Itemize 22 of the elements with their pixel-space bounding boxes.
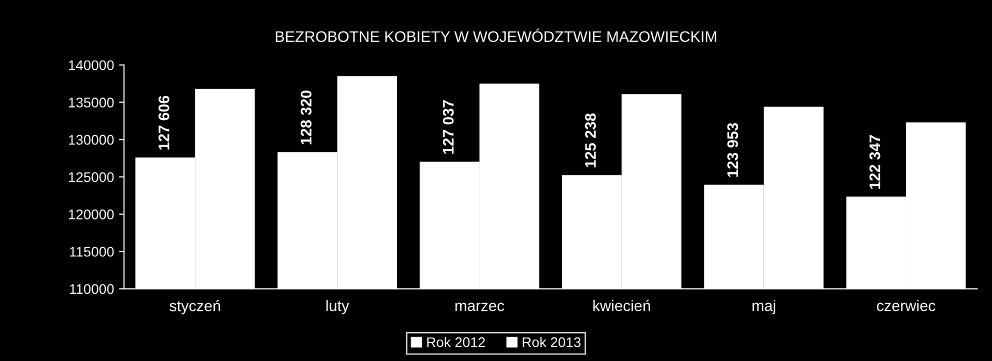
y-tick-label: 120000 [68,210,114,220]
y-tick-label: 130000 [68,134,114,145]
x-tick-label: czerwiec [876,300,936,312]
data-label: 125 238 [585,113,596,168]
y-tick-label: 110000 [70,284,114,294]
y-tick-label: 135000 [68,98,114,108]
data-label: 127 606 [158,96,170,150]
data-label: 127 037 [442,100,454,154]
x-tick-label: kwiecień [593,300,650,312]
chart-title: BEZROBOTNE KOBIETY W WOJEWÓDZTWIE MAZOWIECKIM [276,28,716,42]
legend-label: Rok 2013 [522,336,581,348]
data-label: 122 347 [869,135,880,189]
data-label: 123 953 [727,123,738,177]
x-tick-label: styczeń [170,300,220,314]
y-tick-label: 115000 [70,246,114,257]
x-tick-label: luty [326,300,350,314]
legend-label: Rok 2012 [427,336,485,348]
x-tick-label: maj [752,300,776,314]
y-tick-label: 140000 [68,60,114,70]
x-tick-label: marzec [455,302,504,312]
y-tick-label: 125000 [68,172,114,182]
data-label: 128 320 [300,90,312,144]
